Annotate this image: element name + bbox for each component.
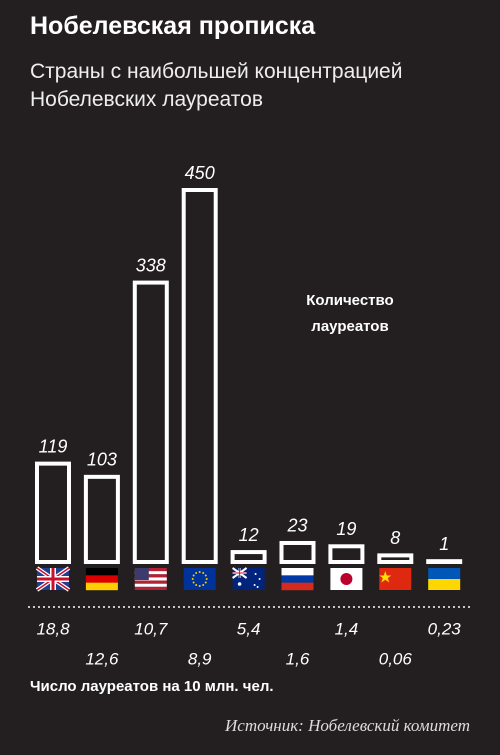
flag-part [85,582,118,591]
data-label: 12 [239,525,259,545]
data-label: 8 [390,528,400,548]
bar [426,559,463,565]
flag [379,568,412,590]
flag-part [192,574,195,577]
per-capita-label: 18,8 [36,619,70,638]
per-capita-label: 5,4 [237,619,261,638]
data-label: 19 [336,519,356,539]
source: Источник: Нобелевский комитет [225,716,470,735]
per-capita-label: Число лауреатов на 10 млн. чел. [30,678,274,695]
flag-part [428,579,461,590]
flag [428,568,461,590]
flag-part [195,584,198,587]
data-label: 338 [136,255,166,275]
per-capita-label: 1,6 [286,649,310,668]
per-capita-label: 8,9 [188,649,212,668]
flag [330,568,363,590]
flag [85,568,118,591]
flag-part [134,586,167,590]
legend-label: Количество лауреатов [306,292,394,335]
flag-part [37,568,69,590]
flag-part [379,571,392,583]
flag-part [204,574,207,577]
flag [134,568,167,590]
data-label: 1 [439,534,449,554]
bar [230,550,267,565]
flag-part [134,577,167,581]
bar [279,540,316,565]
flag-part [134,571,167,575]
flag-part [183,568,216,590]
per-capita-label: 0,23 [428,619,462,638]
data-label: 450 [185,163,215,183]
flag-part [340,573,353,585]
data-label: 119 [39,436,68,456]
flag-part [202,584,205,587]
flag-part [379,568,412,590]
flag-part [192,581,195,584]
data-label: 103 [87,450,117,470]
flag-part [134,580,167,584]
per-capita-label: 1,4 [335,619,359,638]
flag-part [195,571,198,574]
bar [132,280,169,564]
per-capita-label: 0,06 [379,649,413,668]
bar [35,461,71,565]
flag-part [191,578,194,580]
bar [328,544,365,565]
per-capita-label: 12,6 [85,649,119,668]
flag-part [134,583,167,587]
per-capita-label: 10,7 [134,619,168,638]
flag-part [134,574,167,578]
flag-part [198,571,201,573]
flag [183,568,216,590]
bar [83,474,120,564]
flag-part [205,578,208,580]
flag-part [232,568,247,578]
chart-title: Нобелевская прописка [30,12,316,40]
chart-subtitle: Страны с наибольшей концентрацией Нобеле… [30,60,403,111]
flag [281,568,314,591]
flag-part [428,568,461,579]
flag-part [253,584,256,586]
flag-part [134,568,167,572]
flag-part [202,571,205,574]
bar [181,188,218,564]
flag-part [254,573,257,575]
data-label: 23 [286,516,307,536]
flag [232,567,265,590]
flag-part [198,585,201,587]
flag-part [134,568,149,580]
flag-part [281,582,314,591]
flag [35,566,71,592]
flag-part [237,582,242,586]
flag-part [204,581,207,584]
flag-part [281,568,314,576]
flag-part [256,586,259,588]
flag-part [258,578,261,580]
flag-part [85,568,118,576]
flag-part [85,575,118,583]
bar [377,553,414,564]
flag-part [281,575,314,583]
